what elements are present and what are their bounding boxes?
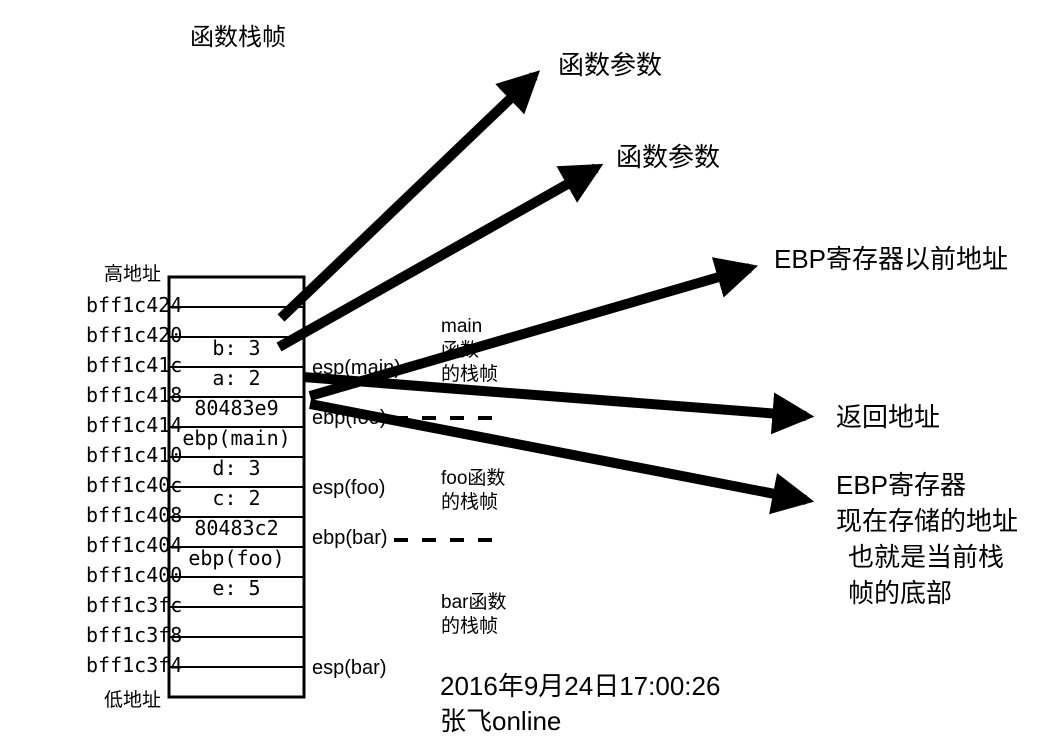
addr-6: bff1c40c — [86, 473, 182, 497]
anno-5-l4: 帧的底部 — [848, 578, 952, 608]
addr-5: bff1c410 — [86, 443, 182, 467]
cell-6: c: 2 — [212, 486, 260, 510]
low-addr-label: 低地址 — [104, 689, 161, 711]
bar-frame-l2: 的栈帧 — [441, 615, 498, 637]
cell-contents: b: 3 a: 2 80483e9 ebp(main) d: 3 c: 2 80483c2 e… — [182, 336, 290, 600]
diagram-title: 函数栈帧 — [190, 24, 286, 51]
addr-12: bff1c3f4 — [86, 653, 182, 677]
anno-5-l1: EBP寄存器 — [836, 470, 966, 500]
arrow-0 — [281, 76, 534, 318]
ebp-bar: ebp(bar) — [312, 527, 388, 549]
footer-line1: 2016年9月24日17:00:26 — [440, 671, 720, 701]
esp-foo: esp(foo) — [312, 477, 385, 499]
footer-line2: 张飞online — [440, 706, 561, 736]
ebp-foo: ebp(foo) — [312, 407, 387, 429]
esp-bar: esp(bar) — [312, 657, 386, 679]
addr-0: bff1c424 — [86, 293, 182, 317]
main-frame-l3: 的栈帧 — [441, 363, 498, 385]
foo-frame-l2: 的栈帧 — [441, 491, 498, 513]
arrow-group — [279, 76, 806, 500]
cell-5: d: 3 — [212, 456, 260, 480]
foo-frame-l1: foo函数 — [441, 467, 505, 489]
cell-9: e: 5 — [212, 576, 260, 600]
cell-4: ebp(main) — [182, 426, 290, 450]
cell-8: ebp(foo) — [188, 546, 284, 570]
main-frame-l1: main — [441, 316, 482, 337]
addr-8: bff1c404 — [86, 533, 182, 557]
anno-2: 函数参数 — [616, 142, 720, 172]
addr-10: bff1c3fc — [86, 593, 182, 617]
addr-3: bff1c418 — [86, 383, 182, 407]
anno-3: EBP寄存器以前地址 — [774, 244, 1008, 274]
anno-5-l3: 也就是当前栈 — [848, 542, 1004, 572]
cell-1: b: 3 — [212, 336, 260, 360]
arrow-1 — [279, 168, 596, 347]
cell-7: 80483c2 — [194, 516, 278, 540]
bar-frame-l1: bar函数 — [441, 591, 506, 613]
addr-4: bff1c414 — [86, 413, 182, 437]
anno-4: 返回地址 — [836, 402, 940, 432]
anno-1: 函数参数 — [558, 50, 662, 80]
addr-9: bff1c400 — [86, 563, 182, 587]
addr-2: bff1c41c — [86, 353, 182, 377]
addr-7: bff1c408 — [86, 503, 182, 527]
addr-1: bff1c420 — [86, 323, 182, 347]
addr-11: bff1c3f8 — [86, 623, 182, 647]
esp-main: esp(main) — [312, 357, 401, 379]
cell-2: a: 2 — [212, 366, 260, 390]
anno-5-l2: 现在存储的地址 — [836, 506, 1018, 536]
high-addr-label: 高地址 — [104, 263, 161, 285]
cell-3: 80483e9 — [194, 396, 278, 420]
main-frame-l2: 函数 — [441, 339, 479, 361]
